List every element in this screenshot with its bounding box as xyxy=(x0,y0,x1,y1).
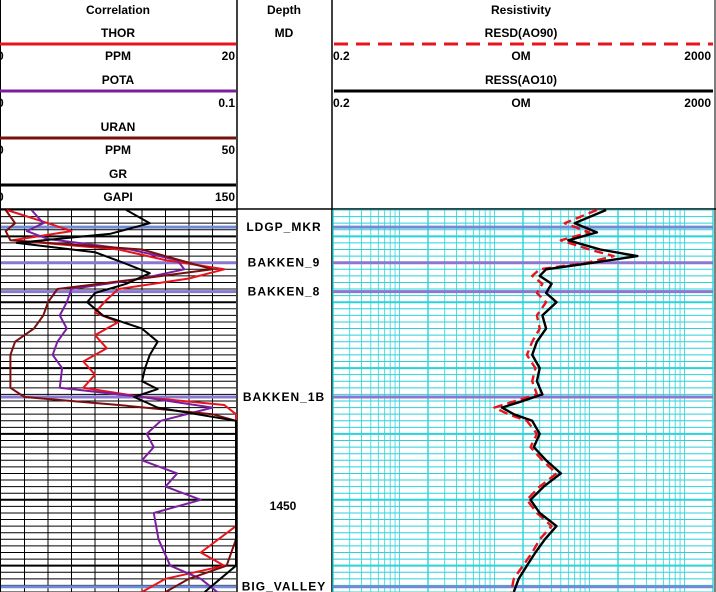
thor-name: THOR xyxy=(101,26,135,40)
gr-max: 150 xyxy=(215,190,235,204)
correlation-grid xyxy=(1,209,236,592)
resd-header: RESD(AO90) 0.2 OM 2000 xyxy=(333,26,713,63)
resd-name: RESD(AO90) xyxy=(485,26,558,40)
curve-gr xyxy=(15,209,237,592)
gr-name: GR xyxy=(109,167,127,181)
depth-label-1450: 1450 xyxy=(270,499,297,513)
uran-unit: PPM xyxy=(105,143,131,157)
correlation-track-title: Correlation xyxy=(86,3,150,17)
thor-max: 20 xyxy=(222,49,236,63)
thor-min: 0 xyxy=(0,49,4,63)
formation-top-label: LDGP_MKR xyxy=(246,220,321,234)
gr-unit: GAPI xyxy=(103,190,132,204)
formation-top-labels: LDGP_MKR BAKKEN_9 BAKKEN_8 BAKKEN_1B BIG_VAL… xyxy=(242,220,326,592)
ress-unit: OM xyxy=(511,96,530,110)
formation-top-label: BAKKEN_8 xyxy=(248,285,321,299)
thor-unit: PPM xyxy=(105,49,131,63)
pota-min: 0 xyxy=(0,96,4,110)
resistivity-track-title: Resistivity xyxy=(491,3,551,17)
resistivity-grid xyxy=(332,209,714,592)
curve-pota xyxy=(25,209,218,592)
formation-top-label: BAKKEN_9 xyxy=(248,256,321,270)
resd-max: 2000 xyxy=(684,49,711,63)
curve-ress-ao10 xyxy=(500,208,639,592)
ress-min: 0.2 xyxy=(333,96,350,110)
gr-header: GR 0 GAPI 150 xyxy=(0,167,236,204)
formation-tops xyxy=(1,225,713,589)
ress-header: RESS(AO10) 0.2 OM 2000 xyxy=(333,73,713,110)
pota-name: POTA xyxy=(102,73,135,87)
resd-unit: OM xyxy=(511,49,530,63)
formation-top-label: BIG_VALLEY xyxy=(242,580,326,592)
uran-min: 0 xyxy=(0,143,4,157)
gr-min: 0 xyxy=(0,190,4,204)
curve-resd-ao90 xyxy=(493,208,615,592)
ress-name: RESS(AO10) xyxy=(485,73,557,87)
uran-header: URAN 0 PPM 50 xyxy=(0,120,236,157)
resd-min: 0.2 xyxy=(333,49,350,63)
thor-header: THOR 0 PPM 20 xyxy=(0,26,236,63)
log-curves xyxy=(4,208,639,592)
depth-unit: MD xyxy=(275,26,294,40)
pota-header: POTA 0 0.1 xyxy=(0,73,236,110)
uran-name: URAN xyxy=(101,120,136,134)
depth-track-title: Depth xyxy=(267,3,301,17)
ress-max: 2000 xyxy=(684,96,711,110)
pota-max: 0.1 xyxy=(218,96,235,110)
uran-max: 50 xyxy=(222,143,236,157)
formation-top-label: BAKKEN_1B xyxy=(243,390,325,404)
